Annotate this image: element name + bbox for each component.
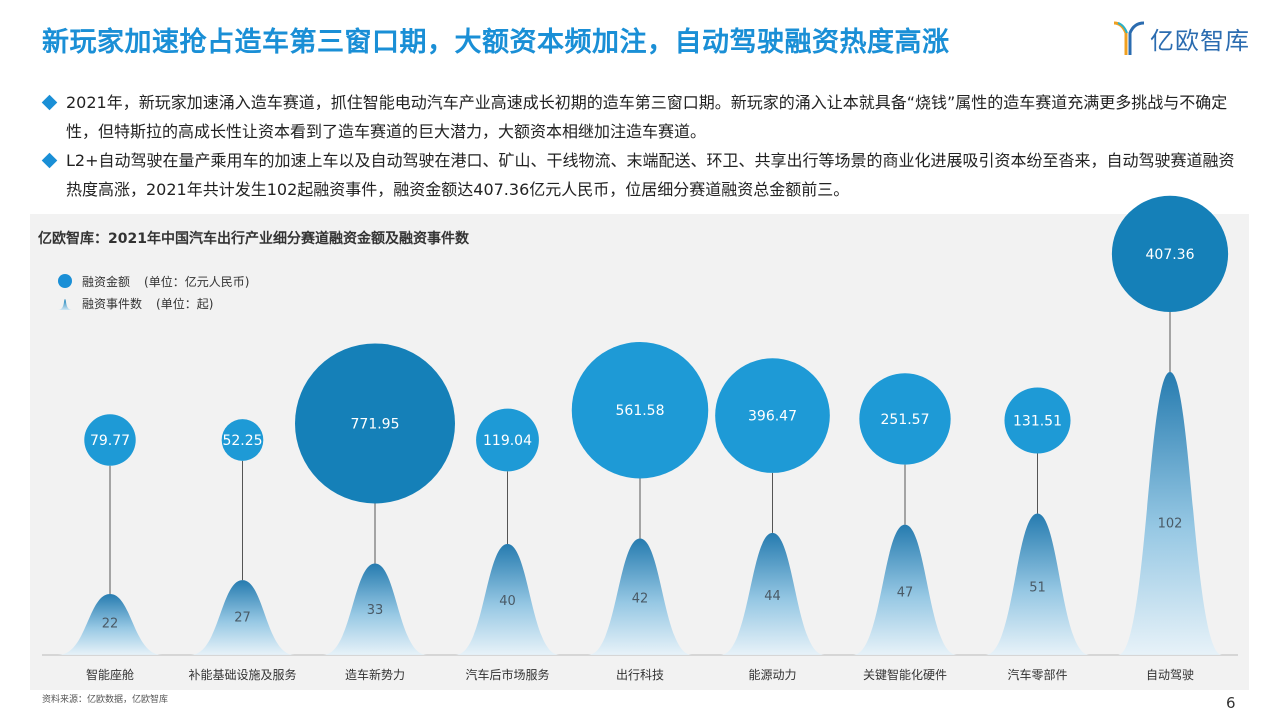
count-label: 40 [499, 594, 516, 609]
amount-bubble [1111, 195, 1229, 312]
amount-bubble [476, 408, 539, 472]
amount-label: 119.04 [483, 433, 532, 449]
page-number: 6 [1226, 694, 1236, 712]
count-label: 44 [764, 589, 781, 604]
legend-label: 融资事件数 [82, 296, 143, 311]
category-tick-label: 能源动力 [748, 668, 796, 682]
bullet-item: 2021年，新玩家加速涌入造车赛道，抓住智能电动汽车产业高速成长初期的造车第三窗… [41, 88, 1242, 146]
circle-icon [58, 274, 72, 288]
bullet-text: L2+自动驾驶在量产乘用车的加速上车以及自动驾驶在港口、矿山、干线物流、末端配送… [66, 151, 1235, 199]
amount-bubble [295, 343, 455, 504]
category-tick-label: 关键智能化硬件 [863, 667, 947, 682]
count-label: 47 [897, 585, 914, 600]
mountain-mark [1118, 372, 1222, 655]
count-label: 42 [632, 592, 649, 607]
chart-legend: 融资金额 (单位：亿元人民币) 融资事件数 (单位：起) [58, 270, 249, 314]
amount-bubble [84, 414, 136, 466]
bullet-item: L2+自动驾驶在量产乘用车的加速上车以及自动驾驶在港口、矿山、干线物流、末端配送… [41, 146, 1242, 204]
amount-bubble [715, 358, 830, 473]
category-tick-label: 造车新势力 [345, 667, 405, 682]
count-label: 51 [1029, 580, 1046, 595]
legend-item-amount: 融资金额 (单位：亿元人民币) [58, 270, 249, 292]
source-note: 资料来源：亿欧数据，亿欧智库 [42, 695, 169, 705]
mountain-mark [588, 538, 692, 655]
amount-label: 251.57 [881, 412, 930, 428]
bullet-text: 2021年，新玩家加速涌入造车赛道，抓住智能电动汽车产业高速成长初期的造车第三窗… [66, 93, 1228, 141]
chart-title: 亿欧智库：2021年中国汽车出行产业细分赛道融资金额及融资事件数 [38, 231, 469, 247]
amount-label: 131.51 [1013, 413, 1062, 429]
legend-unit: (单位：起) [156, 296, 214, 311]
amount-label: 771.95 [351, 416, 400, 432]
mountain-icon [58, 299, 72, 310]
amount-bubble [571, 342, 709, 479]
amount-bubble [221, 419, 264, 461]
logo: 亿欧智库 [1112, 18, 1250, 58]
logo-icon [1113, 21, 1145, 55]
amount-label: 52.25 [222, 433, 262, 449]
legend-unit: (单位：亿元人民币) [144, 274, 250, 289]
bullet-list: 2021年，新玩家加速涌入造车赛道，抓住智能电动汽车产业高速成长初期的造车第三窗… [41, 88, 1242, 204]
legend-label: 融资金额 [82, 274, 131, 289]
category-tick-label: 智能座舱 [86, 667, 134, 682]
count-label: 22 [102, 617, 119, 632]
legend-item-count: 融资事件数 (单位：起) [58, 292, 249, 314]
page-title: 新玩家加速抢占造车第三窗口期，大额资本频加注，自动驾驶融资热度高涨 [42, 27, 950, 58]
count-label: 102 [1158, 517, 1183, 532]
logo-text: 亿欧智库 [1150, 26, 1250, 55]
mountain-mark [323, 563, 427, 655]
amount-label: 396.47 [748, 409, 797, 425]
category-tick-label: 补能基础设施及服务 [188, 667, 296, 682]
amount-bubble [1004, 387, 1071, 454]
mountain-mark [455, 544, 560, 655]
category-tick-label: 出行科技 [616, 668, 664, 682]
amount-bubble [859, 373, 951, 465]
header: 新玩家加速抢占造车第三窗口期，大额资本频加注，自动驾驶融资热度高涨 亿欧智库 [0, 0, 1279, 80]
mountain-mark [720, 532, 825, 655]
category-tick-label: 汽车后市场服务 [465, 667, 549, 682]
count-label: 27 [234, 610, 251, 625]
amount-label: 561.58 [616, 403, 665, 419]
amount-label: 79.77 [90, 433, 130, 449]
mountain-mark [58, 593, 162, 655]
mountain-mark [985, 513, 1090, 655]
category-tick-label: 自动驾驶 [1146, 667, 1194, 682]
mountain-mark [853, 524, 957, 655]
category-tick-label: 汽车零部件 [1007, 667, 1067, 682]
amount-label: 407.36 [1146, 247, 1195, 263]
count-label: 33 [367, 603, 384, 618]
mountain-mark [190, 580, 295, 655]
